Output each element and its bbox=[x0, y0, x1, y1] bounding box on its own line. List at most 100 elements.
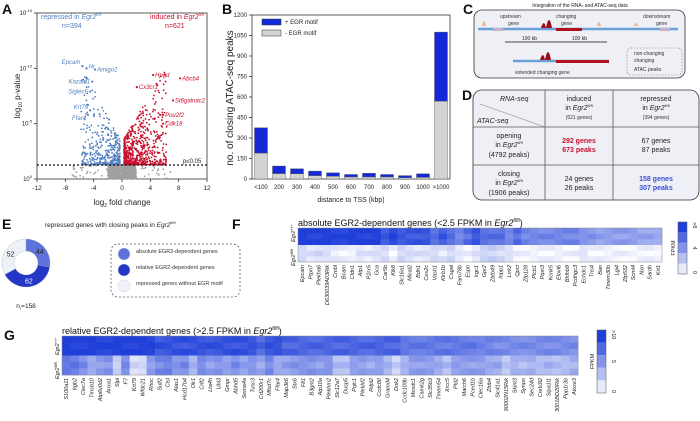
heatmap-cell bbox=[587, 245, 597, 251]
volcano-point bbox=[120, 166, 123, 169]
heatmap-cell bbox=[155, 336, 164, 343]
volcano-point-repressed bbox=[108, 118, 110, 121]
volcano-point-repressed bbox=[114, 137, 116, 140]
volcano-point-induced bbox=[140, 116, 143, 119]
bar-minus-egr bbox=[398, 177, 412, 180]
heatmap-cell bbox=[298, 233, 307, 240]
y-tick-label: 750 bbox=[237, 75, 248, 81]
volcano-point-repressed bbox=[86, 124, 89, 127]
volcano-point-repressed bbox=[86, 158, 88, 161]
heatmap-cell bbox=[62, 342, 71, 350]
volcano-point-repressed bbox=[91, 136, 94, 139]
volcano-point-induced bbox=[133, 159, 136, 162]
heatmap-cell bbox=[205, 336, 215, 343]
heatmap-cell bbox=[112, 362, 122, 369]
volcano-point-induced bbox=[164, 132, 167, 135]
volcano-point-induced bbox=[152, 97, 155, 100]
heatmap-cell bbox=[501, 349, 511, 356]
gene-label: Pqlc1 bbox=[352, 378, 358, 392]
heatmap-cell bbox=[171, 362, 181, 369]
gene-label: March6 bbox=[462, 377, 468, 396]
volcano-point-induced bbox=[161, 146, 164, 149]
volcano-point-repressed bbox=[85, 86, 88, 89]
heatmap-cell bbox=[322, 256, 332, 263]
x-tick-label: 600 bbox=[346, 185, 357, 191]
volcano-point-repressed bbox=[113, 153, 115, 156]
heatmap-cell bbox=[315, 349, 325, 356]
heatmap-cell bbox=[324, 336, 333, 343]
bar-x-axis-label: distance to TSS (kbp) bbox=[317, 197, 384, 204]
x-tick-label: 0 bbox=[120, 185, 124, 192]
volcano-point-induced bbox=[146, 143, 149, 146]
heatmap-cell bbox=[298, 239, 307, 246]
volcano-point-repressed bbox=[90, 142, 93, 145]
volcano-point-induced bbox=[150, 156, 153, 159]
heatmap-cell bbox=[273, 342, 283, 350]
volcano-point-repressed bbox=[114, 132, 117, 134]
gene-label: Creb3l2 bbox=[538, 378, 544, 397]
heatmap-cell bbox=[400, 355, 410, 363]
y-tick-label: 10-5 bbox=[22, 119, 33, 128]
heatmap-cell bbox=[604, 233, 613, 240]
volcano-point bbox=[147, 173, 150, 176]
volcano-point-induced bbox=[159, 134, 162, 137]
volcano-point-induced bbox=[137, 129, 140, 132]
gene-label: B3gnt2 bbox=[310, 378, 316, 395]
gene-label: Lgi4 bbox=[615, 265, 621, 275]
volcano-point-induced bbox=[143, 137, 146, 140]
volcano-point-repressed bbox=[87, 161, 89, 163]
volcano-point bbox=[120, 168, 123, 171]
heatmap-cell bbox=[562, 239, 572, 246]
volcano-point-induced bbox=[130, 153, 133, 156]
heatmap-cell bbox=[645, 239, 655, 246]
heatmap-cell bbox=[298, 250, 307, 257]
heatmap-cell bbox=[322, 228, 332, 234]
heatmap-cell bbox=[121, 368, 130, 376]
volcano-point-induced bbox=[131, 138, 133, 141]
volcano-point bbox=[111, 172, 114, 175]
color-scale-step bbox=[678, 222, 687, 233]
volcano-point-induced bbox=[157, 112, 160, 115]
heatmap-cell bbox=[587, 239, 597, 246]
heatmap-cell bbox=[446, 256, 456, 263]
heatmap-cell bbox=[366, 342, 376, 350]
heatmap-cell bbox=[355, 256, 365, 263]
volcano-point-induced bbox=[156, 146, 159, 149]
table-cell-peaks: 26 peaks bbox=[565, 185, 594, 192]
volcano-point bbox=[124, 167, 127, 170]
heatmap-cell bbox=[163, 355, 173, 363]
x-tick-label: -4 bbox=[91, 185, 97, 192]
gene-label: Cx3cr1 bbox=[139, 85, 158, 91]
heatmap-cell bbox=[281, 368, 291, 376]
heatmap-cell bbox=[442, 336, 452, 343]
heatmap-cell bbox=[197, 355, 207, 363]
heatmap-cell bbox=[87, 355, 97, 363]
heatmap-cell bbox=[331, 233, 340, 240]
volcano-point-repressed bbox=[85, 99, 88, 102]
heatmap-cell bbox=[129, 362, 139, 369]
volcano-point-induced bbox=[165, 143, 168, 146]
heatmap-cell bbox=[163, 336, 173, 343]
volcano-point-induced bbox=[129, 148, 131, 151]
volcano-point-induced bbox=[158, 91, 161, 94]
gene-label: Aloxe3 bbox=[572, 377, 578, 396]
gene-label: Slc41a1 bbox=[496, 378, 502, 398]
heatmap-cell bbox=[476, 349, 486, 356]
heatmap-cell bbox=[561, 349, 570, 356]
volcano-point-repressed bbox=[111, 144, 114, 147]
volcano-point-induced bbox=[153, 142, 155, 145]
volcano-point bbox=[115, 177, 118, 180]
volcano-point-repressed bbox=[94, 91, 96, 94]
y-tick-exponent: -15 bbox=[26, 8, 33, 13]
volcano-point bbox=[123, 172, 125, 175]
heatmap-cell bbox=[504, 239, 514, 246]
gene-label: Car5b bbox=[383, 265, 389, 280]
gene-label: Rilpl2 bbox=[369, 378, 375, 392]
heatmap-cell bbox=[554, 239, 564, 246]
volcano-point-induced bbox=[148, 138, 150, 141]
volcano-point-induced bbox=[149, 150, 152, 153]
heatmap-cell bbox=[389, 256, 398, 263]
gene-label: Atp6v0d2 bbox=[98, 378, 104, 402]
heatmap-cell bbox=[256, 349, 266, 356]
heatmap-cell bbox=[366, 355, 376, 363]
